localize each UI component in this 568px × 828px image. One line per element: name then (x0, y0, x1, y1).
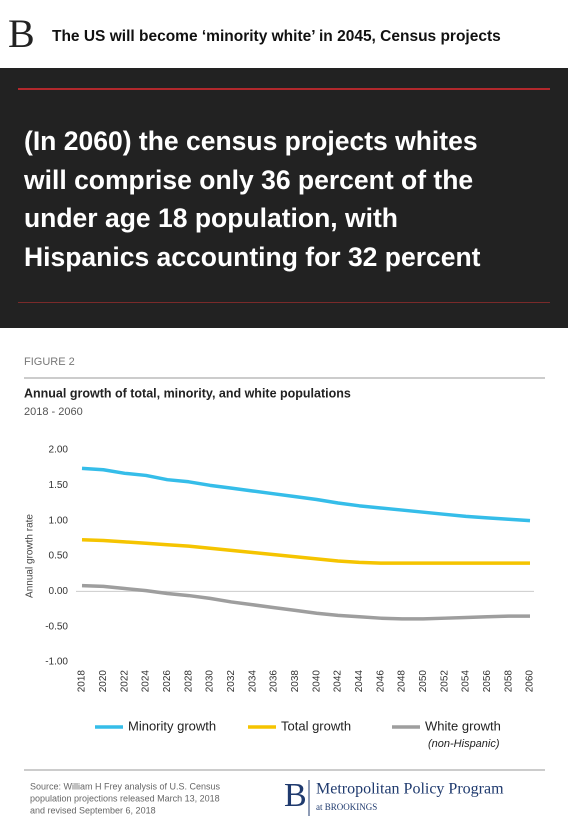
x-tick-label: 2046 (375, 670, 386, 693)
x-tick-label: 2018 (77, 670, 88, 693)
x-tick-label: 2022 (119, 670, 130, 693)
source: and revised September 6, 2018 (30, 805, 156, 815)
quote-panel: (In 2060) the census projects whites will… (0, 68, 568, 328)
series-line (81, 466, 531, 523)
legend-label: Minority growth (128, 718, 216, 733)
header-title: The US will become ‘minority white’ in 2… (52, 28, 501, 45)
legend-note: (non-Hispanic) (428, 738, 500, 750)
quote-text: (In 2060) the census projects whites will… (24, 122, 481, 276)
x-tick-label: 2052 (439, 670, 450, 693)
org-name: at BROOKINGS (316, 802, 377, 812)
quote-line: under age 18 population, with (24, 203, 398, 233)
x-tick-label: 2030 (205, 670, 216, 693)
x-tick-label: 2024 (141, 670, 152, 693)
y-tick-label: 1.00 (49, 515, 69, 526)
legend-label: White growth (425, 718, 501, 733)
x-tick-label: 2056 (482, 670, 493, 693)
x-tick-label: 2028 (183, 670, 194, 693)
y-tick-label: 0.50 (49, 551, 69, 562)
x-tick-label: 2026 (162, 670, 173, 693)
x-tick-label: 2034 (247, 670, 258, 693)
legend-label: Total growth (281, 718, 351, 733)
figure-label: FIGURE 2 (24, 356, 75, 368)
series-line (81, 537, 530, 565)
x-tick-label: 2060 (525, 670, 536, 693)
x-tick-label: 2032 (226, 670, 237, 693)
rule (18, 88, 550, 90)
source: population projections released March 13… (30, 793, 220, 803)
y-tick-label: 1.50 (49, 480, 69, 491)
x-tick-label: 2050 (418, 670, 429, 693)
source: Source: William H Frey analysis of U.S. … (30, 781, 221, 791)
x-tick-label: 2042 (333, 670, 344, 693)
rule (18, 302, 550, 303)
y-tick-label: -1.00 (45, 657, 68, 668)
y-tick-label: 0.00 (49, 586, 69, 597)
x-tick-label: 2054 (461, 670, 472, 693)
x-tick-label: 2036 (269, 670, 280, 693)
x-tick-label: 2040 (311, 670, 322, 693)
quote-line: (In 2060) the census projects whites (24, 126, 478, 156)
x-tick-label: 2020 (98, 670, 109, 693)
chart: FIGURE 2 Annual growth of total, minorit… (24, 356, 545, 816)
x-tick-label: 2038 (290, 670, 301, 693)
y-tick-label: 2.00 (49, 445, 69, 456)
x-tick-label: 2044 (354, 670, 365, 693)
header-logo: B (8, 11, 35, 56)
chart-subtitle: 2018 - 2060 (24, 406, 83, 418)
quote-line: Hispanics accounting for 32 percent (24, 241, 481, 272)
chart-title: Annual growth of total, minority, and wh… (24, 386, 351, 400)
program-name: Metropolitan Policy Program (316, 781, 504, 798)
y-tick-label: -0.50 (45, 621, 68, 632)
series-line (81, 583, 530, 621)
y-axis-label: Annual growth rate (25, 514, 36, 598)
footer-logo: B (284, 777, 307, 814)
x-tick-label: 2058 (503, 670, 514, 693)
quote-line: will comprise only 36 percent of the (24, 164, 474, 195)
x-tick-label: 2048 (397, 670, 408, 693)
